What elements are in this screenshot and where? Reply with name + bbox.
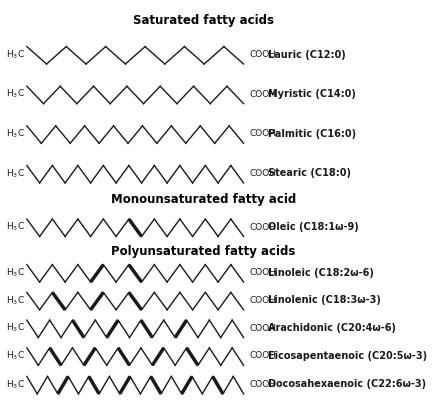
Text: H$_3$C: H$_3$C	[6, 88, 25, 100]
Text: COOH: COOH	[250, 129, 276, 138]
Text: COOH: COOH	[250, 350, 276, 359]
Text: Docosahexaenoic (C22:6ω-3): Docosahexaenoic (C22:6ω-3)	[268, 379, 426, 389]
Text: COOH: COOH	[250, 267, 276, 276]
Text: COOH: COOH	[250, 323, 276, 332]
Text: Myristic (C14:0): Myristic (C14:0)	[268, 89, 356, 99]
Text: H$_3$C: H$_3$C	[6, 266, 25, 278]
Text: Saturated fatty acids: Saturated fatty acids	[133, 14, 274, 27]
Text: COOH: COOH	[250, 222, 276, 231]
Text: COOH: COOH	[250, 379, 276, 388]
Text: H$_3$C: H$_3$C	[6, 48, 25, 61]
Text: Polyunsaturated fatty acids: Polyunsaturated fatty acids	[111, 245, 296, 257]
Text: COOH: COOH	[250, 89, 276, 99]
Text: Lauric (C12:0): Lauric (C12:0)	[268, 49, 345, 59]
Text: Oleic (C18:1ω-9): Oleic (C18:1ω-9)	[268, 221, 358, 231]
Text: COOH: COOH	[250, 295, 276, 304]
Text: H$_3$C: H$_3$C	[6, 377, 25, 390]
Text: Linoleic (C18:2ω-6): Linoleic (C18:2ω-6)	[268, 267, 374, 277]
Text: Stearic (C18:0): Stearic (C18:0)	[268, 168, 351, 178]
Text: Linolenic (C18:3ω-3): Linolenic (C18:3ω-3)	[268, 295, 380, 305]
Text: Arachidonic (C20:4ω-6): Arachidonic (C20:4ω-6)	[268, 322, 396, 332]
Text: H$_3$C: H$_3$C	[6, 321, 25, 334]
Text: COOH: COOH	[250, 50, 276, 59]
Text: Monounsaturated fatty acid: Monounsaturated fatty acid	[111, 193, 296, 206]
Text: H$_3$C: H$_3$C	[6, 294, 25, 306]
Text: H$_3$C: H$_3$C	[6, 220, 25, 233]
Text: H$_3$C: H$_3$C	[6, 167, 25, 179]
Text: COOH: COOH	[250, 168, 276, 178]
Text: Palmitic (C16:0): Palmitic (C16:0)	[268, 129, 356, 138]
Text: H$_3$C: H$_3$C	[6, 127, 25, 140]
Text: H$_3$C: H$_3$C	[6, 349, 25, 361]
Text: Eicosapentaenoic (C20:5ω-3): Eicosapentaenoic (C20:5ω-3)	[268, 350, 427, 360]
